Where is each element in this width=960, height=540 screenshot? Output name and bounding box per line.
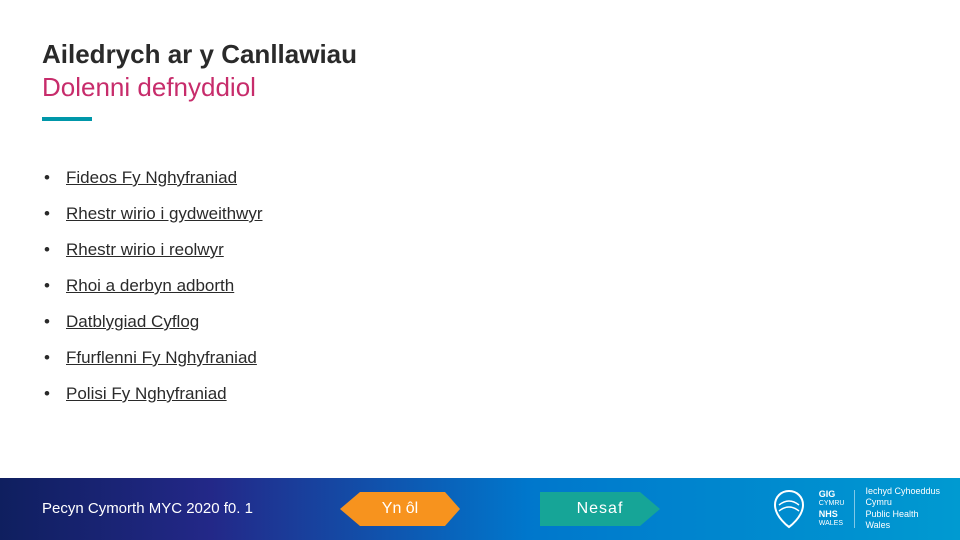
- nhs-logo-icon: [767, 487, 811, 531]
- list-item: Rhestr wirio i gydweithwyr: [42, 204, 263, 224]
- title-block: Ailedrych ar y Canllawiau Dolenni defnyd…: [42, 38, 357, 121]
- list-item: Polisi Fy Nghyfraniad: [42, 384, 263, 404]
- footer-bar: Pecyn Cymorth MYC 2020 f0. 1 Yn ôl Nesaf: [0, 478, 960, 540]
- link-item[interactable]: Rhoi a derbyn adborth: [66, 276, 234, 295]
- title-sub: Dolenni defnyddiol: [42, 71, 357, 104]
- logo-gig-text: GIG CYMRU NHS WALES: [819, 489, 845, 529]
- back-label: Yn ôl: [340, 492, 460, 526]
- link-item[interactable]: Rhestr wirio i gydweithwyr: [66, 204, 263, 223]
- link-item[interactable]: Polisi Fy Nghyfraniad: [66, 384, 227, 403]
- link-item[interactable]: Ffurflenni Fy Nghyfraniad: [66, 348, 257, 367]
- back-arrow-shape: Yn ôl: [340, 492, 460, 526]
- logo-block: GIG CYMRU NHS WALES Iechyd Cyhoeddus Cym…: [767, 486, 940, 531]
- list-item: Rhoi a derbyn adborth: [42, 276, 263, 296]
- link-item[interactable]: Rhestr wirio i reolwyr: [66, 240, 224, 259]
- next-label: Nesaf: [540, 492, 660, 526]
- list-item: Rhestr wirio i reolwyr: [42, 240, 263, 260]
- link-item[interactable]: Fideos Fy Nghyfraniad: [66, 168, 237, 187]
- list-item: Ffurflenni Fy Nghyfraniad: [42, 348, 263, 368]
- title-main: Ailedrych ar y Canllawiau: [42, 38, 357, 71]
- list-item: Fideos Fy Nghyfraniad: [42, 168, 263, 188]
- next-button[interactable]: Nesaf: [540, 492, 660, 526]
- list-item: Datblygiad Cyflog: [42, 312, 263, 332]
- title-rule: [42, 117, 92, 121]
- links-list: Fideos Fy Nghyfraniad Rhestr wirio i gyd…: [42, 168, 263, 420]
- logo-divider: [854, 490, 855, 528]
- footer-text: Pecyn Cymorth MYC 2020 f0. 1: [42, 500, 253, 517]
- logo-phw-text: Iechyd Cyhoeddus Cymru Public Health Wal…: [865, 486, 940, 531]
- next-arrow-shape: Nesaf: [540, 492, 660, 526]
- back-button[interactable]: Yn ôl: [340, 492, 460, 526]
- link-item[interactable]: Datblygiad Cyflog: [66, 312, 199, 331]
